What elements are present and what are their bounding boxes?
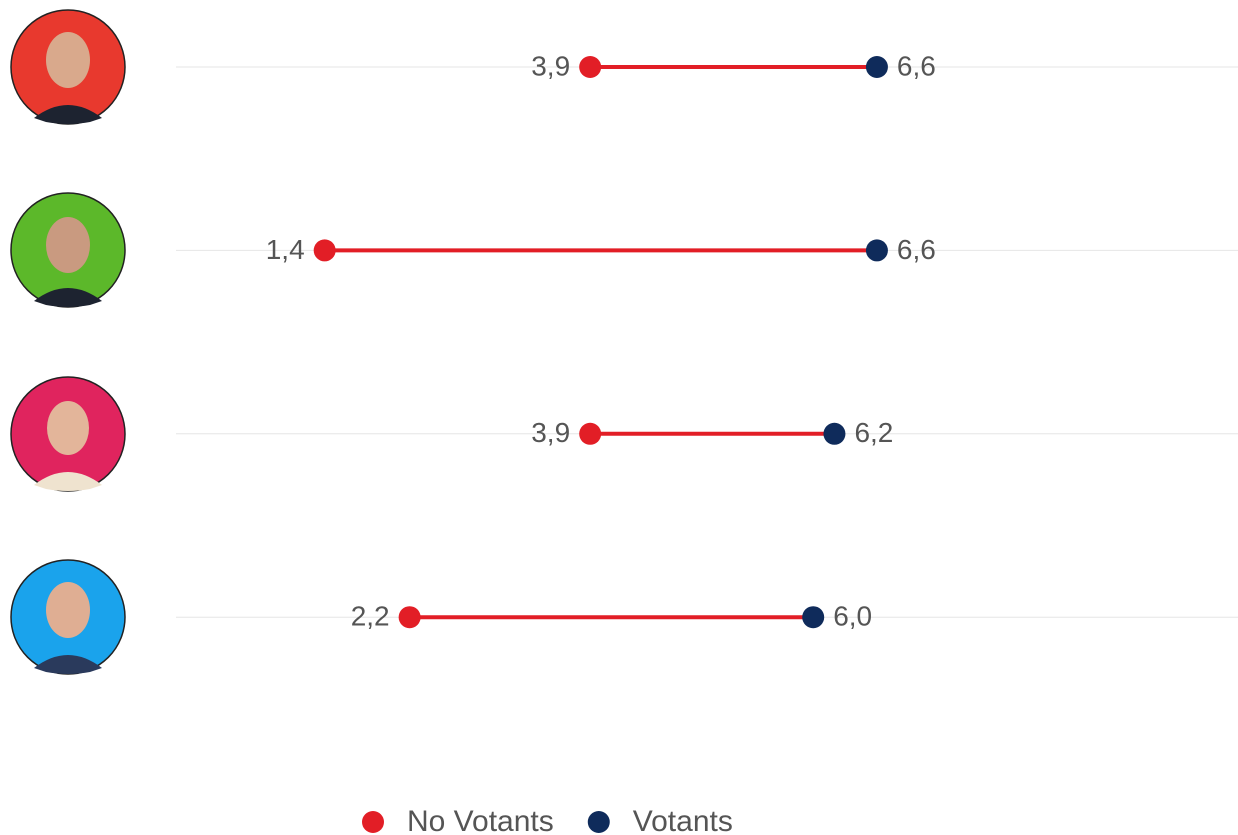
value-label: 1,4 xyxy=(266,234,305,265)
photos xyxy=(10,9,126,675)
dot xyxy=(802,606,825,629)
legend-marker xyxy=(587,811,610,833)
value-label: 3,9 xyxy=(531,50,570,81)
dot xyxy=(865,56,888,78)
photo xyxy=(10,559,126,675)
photo xyxy=(10,9,126,125)
value-label: 3,9 xyxy=(531,417,570,448)
legend-label: No Votants xyxy=(407,805,554,835)
value-label: 6,6 xyxy=(897,50,936,81)
legend-marker xyxy=(362,811,384,833)
legend-label: Votants xyxy=(633,805,733,835)
dot xyxy=(398,606,421,629)
dot xyxy=(579,56,602,78)
dot xyxy=(579,422,602,445)
value-label: 6,2 xyxy=(854,417,893,448)
photo xyxy=(10,192,126,308)
dot xyxy=(313,239,336,262)
value-label: 6,0 xyxy=(833,601,872,632)
photo xyxy=(10,376,126,492)
dot xyxy=(865,239,888,262)
dot xyxy=(823,422,846,445)
value-label: 6,6 xyxy=(897,234,936,265)
value-label: 2,2 xyxy=(351,601,390,632)
